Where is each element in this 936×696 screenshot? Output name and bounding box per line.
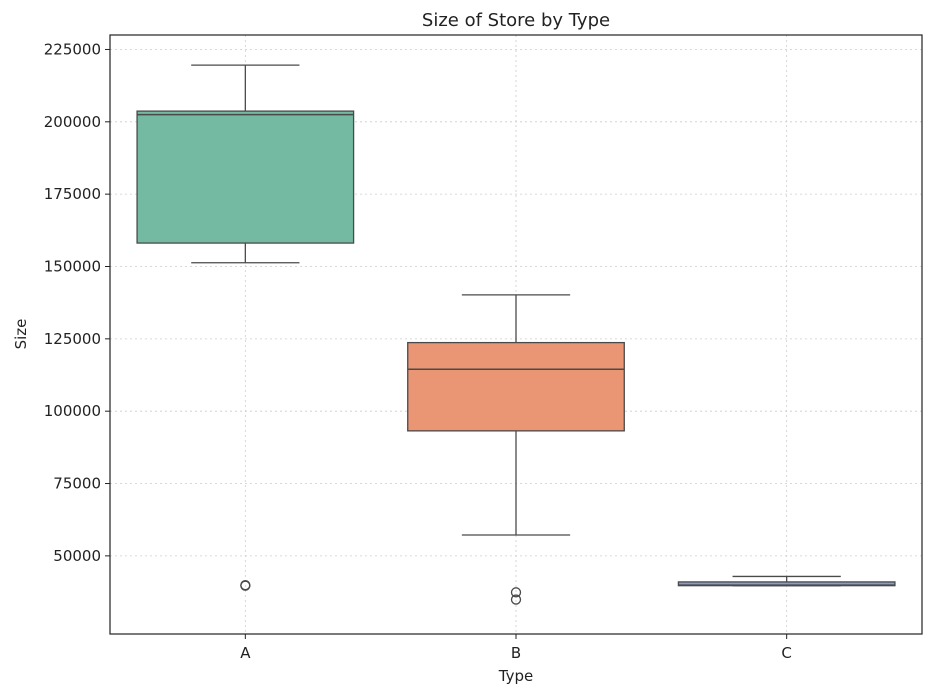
chart-title: Size of Store by Type (422, 10, 610, 31)
box-b (407, 294, 625, 605)
y-axis-label: Size (12, 319, 30, 350)
box-a (136, 64, 355, 591)
box-c (677, 575, 896, 587)
iqr-box (136, 110, 355, 244)
y-tick-label: 50000 (53, 547, 101, 565)
y-tick-label: 200000 (44, 113, 101, 131)
iqr-box (407, 341, 625, 432)
y-tick-label: 175000 (44, 185, 101, 203)
x-tick-label: C (781, 644, 791, 662)
outlier-point (510, 587, 522, 598)
x-axis-ticks: A B C (240, 634, 792, 662)
x-tick-label: A (240, 644, 251, 662)
y-tick-label: 150000 (44, 257, 101, 275)
outlier-point (510, 594, 522, 605)
y-tick-label: 225000 (44, 40, 101, 58)
y-tick-label: 75000 (53, 475, 101, 493)
x-axis-label: Type (498, 667, 533, 685)
box-layer (136, 64, 896, 605)
y-axis-ticks: 50000 75000 100000 125000 150000 175000 200000… (44, 40, 110, 565)
x-tick-label: B (511, 644, 521, 662)
y-tick-label: 125000 (44, 330, 101, 348)
outlier-point (240, 579, 251, 591)
y-tick-label: 100000 (44, 402, 101, 420)
